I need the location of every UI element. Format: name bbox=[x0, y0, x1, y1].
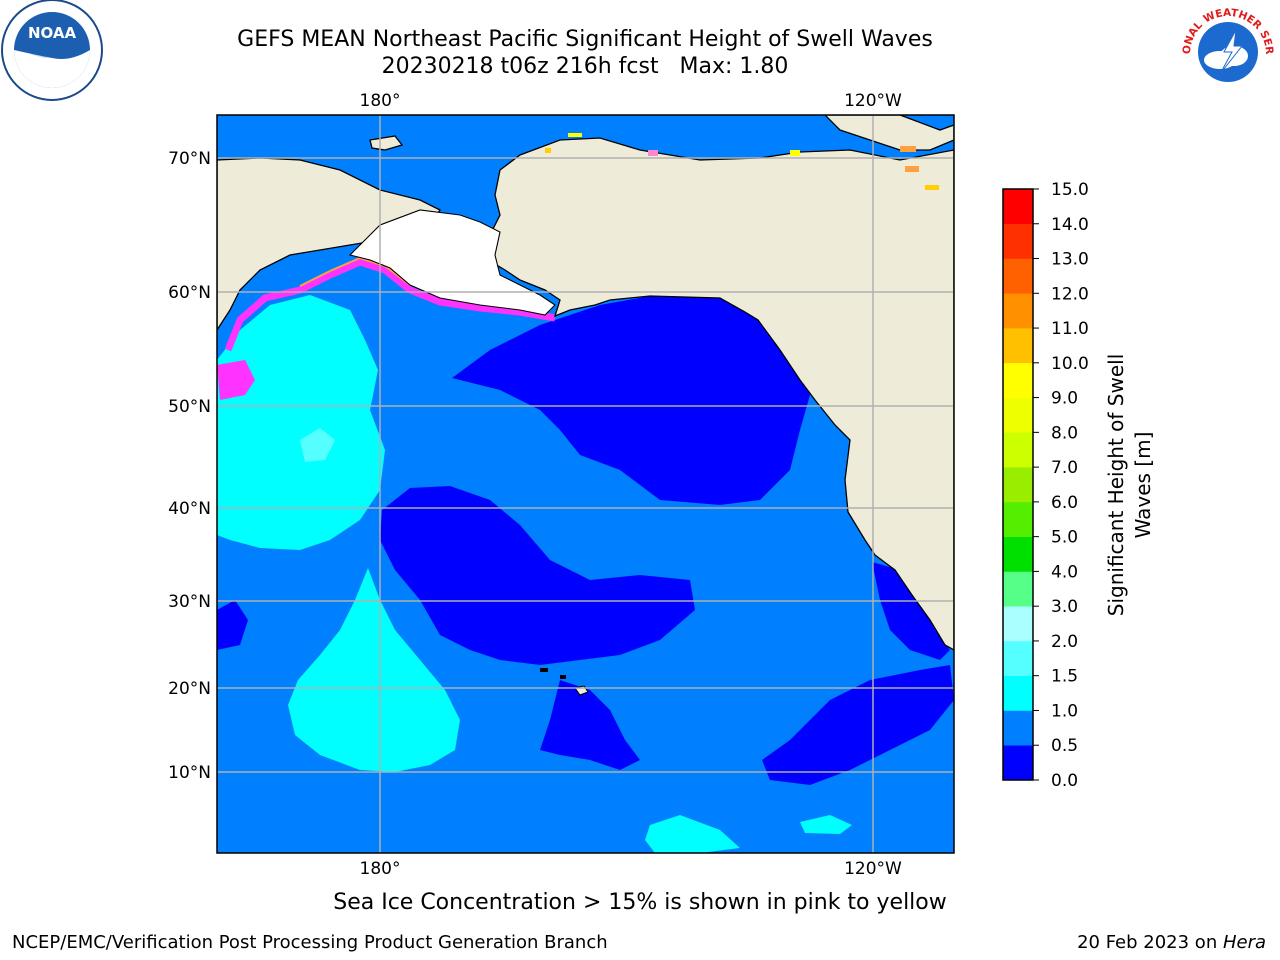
colorbar-tick-label: 3.0 bbox=[1051, 597, 1078, 617]
colorbar-swatch bbox=[1003, 189, 1033, 225]
colorbar-swatch bbox=[1003, 293, 1033, 329]
colorbar-swatch bbox=[1003, 223, 1033, 259]
footer-host: Hera bbox=[1222, 932, 1266, 953]
colorbar-swatch bbox=[1003, 675, 1033, 711]
colorbar-tick-label: 12.0 bbox=[1051, 284, 1089, 304]
colorbar-label-line2: Waves [m] bbox=[1131, 432, 1155, 539]
low-swell-region-mexico bbox=[762, 665, 954, 785]
footer-date-text: 20 Feb 2023 on bbox=[1077, 932, 1223, 953]
nws-logo-icon: NATIONAL WEATHER SERVICE bbox=[1172, 0, 1280, 104]
colorbar-swatch bbox=[1003, 432, 1033, 468]
colorbar-tick-label: 2.0 bbox=[1051, 632, 1078, 652]
colorbar-tick-label: 8.0 bbox=[1051, 423, 1078, 443]
colorbar-tick-label: 5.0 bbox=[1051, 528, 1078, 548]
lon-label-top-180: 180° bbox=[360, 91, 401, 111]
colorbar: 0.0 0.5 1.0 1.5 2.0 3.0 4.0 5.0 6.0 7.0 8.0 9.0 10.0… bbox=[1002, 180, 1089, 791]
sea-ice-edge-bering bbox=[224, 258, 556, 352]
colorbar-tick-label: 15.0 bbox=[1051, 180, 1089, 200]
lon-label-top-120w: 120°W bbox=[844, 91, 902, 111]
colorbar-swatch bbox=[1003, 328, 1033, 364]
colorbar-tick-label: 0.0 bbox=[1051, 771, 1078, 791]
colorbar-swatch bbox=[1003, 397, 1033, 433]
colorbar-swatch bbox=[1003, 258, 1033, 294]
noaa-logo-text: NOAA bbox=[28, 24, 77, 42]
moderate-swell-region-equatorial bbox=[645, 815, 740, 853]
lat-label-50n: 50°N bbox=[168, 397, 211, 417]
colorbar-tick-label: 13.0 bbox=[1051, 250, 1089, 270]
colorbar-tick-label: 0.5 bbox=[1051, 736, 1078, 756]
colorbar-swatch bbox=[1003, 467, 1033, 503]
colorbar-swatch bbox=[1003, 501, 1033, 537]
colorbar-swatch bbox=[1003, 710, 1033, 746]
colorbar-swatch bbox=[1003, 571, 1033, 607]
land-arctic-islands bbox=[824, 115, 954, 151]
lon-label-bottom-180: 180° bbox=[360, 859, 401, 879]
low-swell-region-hawaii bbox=[540, 680, 640, 770]
low-swell-region-subtropical bbox=[380, 486, 695, 665]
colorbar-tick-label: 9.0 bbox=[1051, 389, 1078, 409]
footer-date: 20 Feb 2023 on Hera bbox=[1077, 932, 1266, 953]
sea-ice-patch-west bbox=[217, 360, 255, 400]
colorbar-tick-label: 7.0 bbox=[1051, 458, 1078, 478]
chart-title: GEFS MEAN Northeast Pacific Significant … bbox=[237, 27, 933, 52]
map-gridlines bbox=[217, 115, 954, 853]
noaa-logo-icon: NOAA bbox=[0, 0, 104, 104]
colorbar-tick-label: 10.0 bbox=[1051, 354, 1089, 374]
moderate-swell-region-central bbox=[288, 568, 460, 772]
colorbar-tick-label: 11.0 bbox=[1051, 319, 1089, 339]
sea-ice-note: Sea Ice Concentration > 15% is shown in … bbox=[333, 890, 947, 915]
colorbar-swatch bbox=[1003, 362, 1033, 398]
colorbar-tick-label: 14.0 bbox=[1051, 215, 1089, 235]
lon-label-bottom-120w: 120°W bbox=[844, 859, 902, 879]
lat-label-10n: 10°N bbox=[168, 763, 211, 783]
lat-label-60n: 60°N bbox=[168, 283, 211, 303]
low-swell-region-west bbox=[217, 600, 248, 650]
land-island-small bbox=[369, 135, 404, 151]
lat-label-20n: 20°N bbox=[168, 679, 211, 699]
colorbar-frame bbox=[1002, 188, 1034, 781]
lat-label-30n: 30°N bbox=[168, 592, 211, 612]
moderate-swell-region-northwest bbox=[217, 295, 385, 550]
lat-label-40n: 40°N bbox=[168, 499, 211, 519]
colorbar-tick-label: 4.0 bbox=[1051, 562, 1078, 582]
higher-swell-patch bbox=[300, 428, 335, 462]
colorbar-swatch bbox=[1003, 745, 1033, 781]
low-swell-region-baja bbox=[872, 562, 950, 660]
land-bering-nodata bbox=[348, 209, 556, 316]
colorbar-label-line1: Significant Height of Swell bbox=[1104, 354, 1128, 616]
colorbar-tick-label: 1.0 bbox=[1051, 701, 1078, 721]
sea-ice-coast-dots bbox=[545, 133, 939, 190]
colorbar-swatch bbox=[1003, 536, 1033, 572]
colorbar-tick-label: 1.5 bbox=[1051, 667, 1078, 687]
colorbar-swatch bbox=[1003, 606, 1033, 642]
footer-producer: NCEP/EMC/Verification Post Processing Pr… bbox=[12, 932, 608, 953]
map-frame bbox=[216, 114, 955, 854]
moderate-swell-region-equatorial-east bbox=[800, 815, 852, 834]
low-swell-region-gulf bbox=[452, 296, 810, 505]
colorbar-swatch bbox=[1003, 640, 1033, 677]
land-hawaii-west bbox=[540, 668, 566, 679]
colorbar-tick-label: 6.0 bbox=[1051, 493, 1078, 513]
lat-label-70n: 70°N bbox=[168, 149, 211, 169]
chart-subtitle: 20230218 t06z 216h fcst Max: 1.80 bbox=[381, 54, 789, 79]
